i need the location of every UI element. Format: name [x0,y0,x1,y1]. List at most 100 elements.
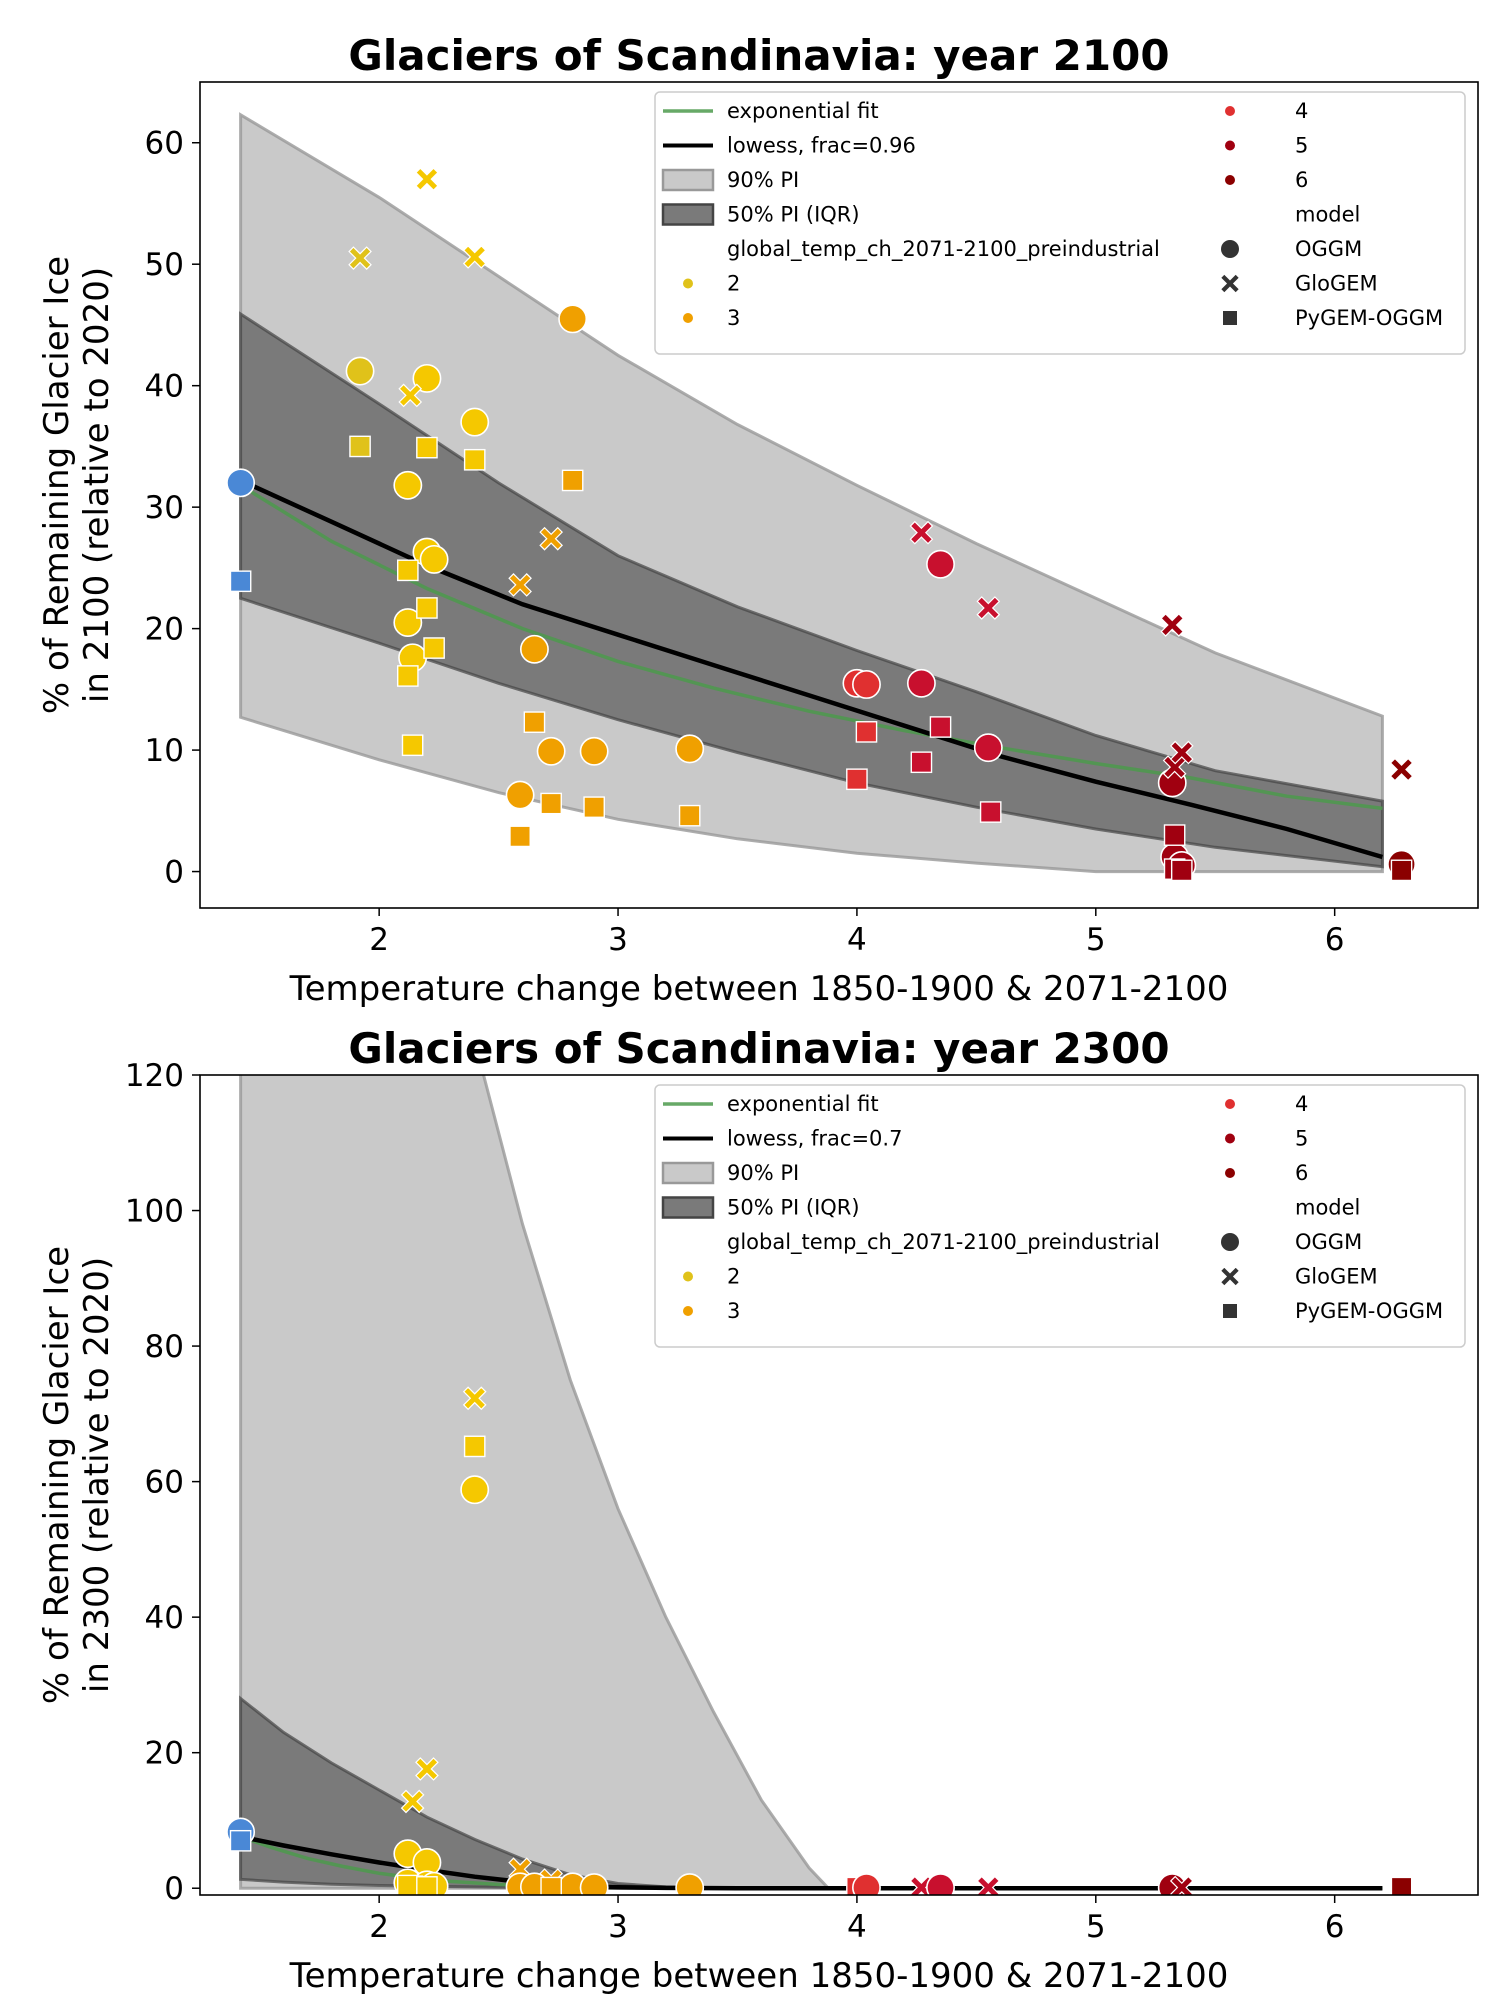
data-point-22 [675,1873,705,1895]
x-tick-label: 6 [1325,922,1345,958]
data-point-25 [536,736,566,766]
legend-fit-label: exponential fit [727,1092,879,1116]
data-point-33 [540,792,562,815]
axes-frame [199,1074,1479,1896]
legend-pi50-label: 50% PI (IQR) [727,203,860,227]
data-point-5 [349,435,371,458]
legend-oggm-label: OGGM [1295,1230,1362,1254]
data-point-31 [1390,1876,1413,1895]
plot-area [226,1075,1413,1895]
data-point-3 [345,356,375,386]
data-point-36 [509,825,531,848]
data-point-27 [675,734,705,764]
legend: exponential fit lowess, frac=0.7 90% PI 50%… [654,1084,1466,1348]
data-point-23 [558,304,588,334]
legend-pygem-label: PyGEM-OGGM [1295,306,1443,330]
data-point-24 [519,634,549,664]
data-point-59 [1389,757,1414,782]
data-point-52 [1160,613,1185,637]
data-point-7 [400,1789,425,1814]
data-point-34 [583,796,605,818]
data-point-14 [398,383,423,408]
data-point-19 [416,597,438,619]
x-tick-label: 3 [608,1909,628,1945]
y-tick-label: 60 [145,1465,184,1501]
legend-fit-label: exponential fit [727,99,879,123]
legend-hue-4-label: 4 [1295,1092,1308,1116]
chart-title: Glaciers of Scandinavia: year 2300 [348,1024,1169,1073]
legend-pi50-label: 50% PI (IQR) [727,1196,860,1220]
y-tick-label: 50 [145,247,184,283]
legend-hue-3-label: 3 [727,1299,740,1323]
data-point-11 [419,544,449,574]
data-point-35 [678,804,701,827]
legend-hue-3-swatch [683,1306,693,1316]
data-point-3 [462,1386,487,1411]
y-tick-label: 20 [145,1736,184,1772]
legend-pi90-label: 90% PI [727,1161,799,1185]
data-point-27 [926,1873,955,1895]
legend-oggm-swatch [1221,240,1239,258]
data-point-54 [1169,740,1194,765]
data-point-41 [973,733,1003,763]
data-point-26 [579,736,609,766]
legend-hue-6-label: 6 [1295,1161,1308,1185]
data-point-40 [926,549,955,579]
legend-hue-4-swatch [1225,1099,1235,1109]
data-point-46 [910,751,933,774]
y-tick-label: 0 [164,855,184,891]
legend-hue-5-label: 5 [1295,1127,1308,1151]
data-point-21 [397,665,419,687]
data-point-15 [416,1876,438,1895]
x-tick-label: 4 [847,922,867,958]
y-tick-label: 100 [125,1194,184,1230]
y-tick-label: 80 [145,1329,184,1365]
data-point-60 [1390,859,1413,882]
axes-frame [199,81,1479,909]
legend-hue-5-swatch [1225,1133,1235,1144]
data-point-20 [423,637,445,659]
legend-pi90-swatch [661,1161,715,1185]
legend-hue-5-swatch [1225,140,1235,151]
legend-pi90-swatch [661,168,715,192]
x-axis-label: Temperature change between 1850-1900 & 2… [289,969,1229,1009]
x-tick-label: 2 [369,922,389,958]
data-point-22 [401,734,424,757]
x-tick-label: 5 [1086,1909,1106,1945]
legend-glogem-label: GloGEM [1295,272,1378,296]
data-point-38 [852,670,881,699]
legend-hue-6-swatch [1225,175,1235,185]
legend-pygem-swatch [1223,1304,1237,1318]
legend-box [654,1084,1466,1348]
data-point-28 [505,780,535,810]
data-point-9 [412,363,442,393]
legend-lowess-label: lowess, frac=0.96 [727,134,916,158]
legend-hue-3-label: 3 [727,306,740,330]
y-tick-label: 0 [164,1871,184,1907]
legend-hue-title: global_temp_ch_2071-2100_preindustrial [727,237,1160,262]
legend-hue-6-label: 6 [1295,168,1308,192]
legend-glogem-swatch [1219,273,1241,294]
data-point-23 [540,1876,562,1895]
data-point-4 [348,246,372,270]
legend-hue-2-swatch [683,1271,693,1282]
legend-hue-3-swatch [683,313,693,323]
data-point-39 [906,668,936,698]
x-tick-label: 2 [369,1909,389,1945]
legend-box [654,91,1466,355]
legend-pygem-label: PyGEM-OGGM [1295,1299,1443,1323]
data-point-18 [397,559,419,582]
data-point-2 [229,570,252,593]
data-point-5 [460,1475,490,1505]
data-point-30 [1169,1875,1194,1895]
y-axis-label: % of Remaining Glacier Icein 2100 (relat… [37,256,117,714]
data-point-25 [852,1873,881,1895]
legend-hue-5-label: 5 [1295,134,1308,158]
y-tick-label: 120 [125,1058,184,1094]
chart-title: Glaciers of Scandinavia: year 2100 [348,31,1169,80]
data-point-6 [393,470,423,500]
x-tick-label: 5 [1086,922,1106,958]
legend-model-title: model [1295,1196,1360,1220]
